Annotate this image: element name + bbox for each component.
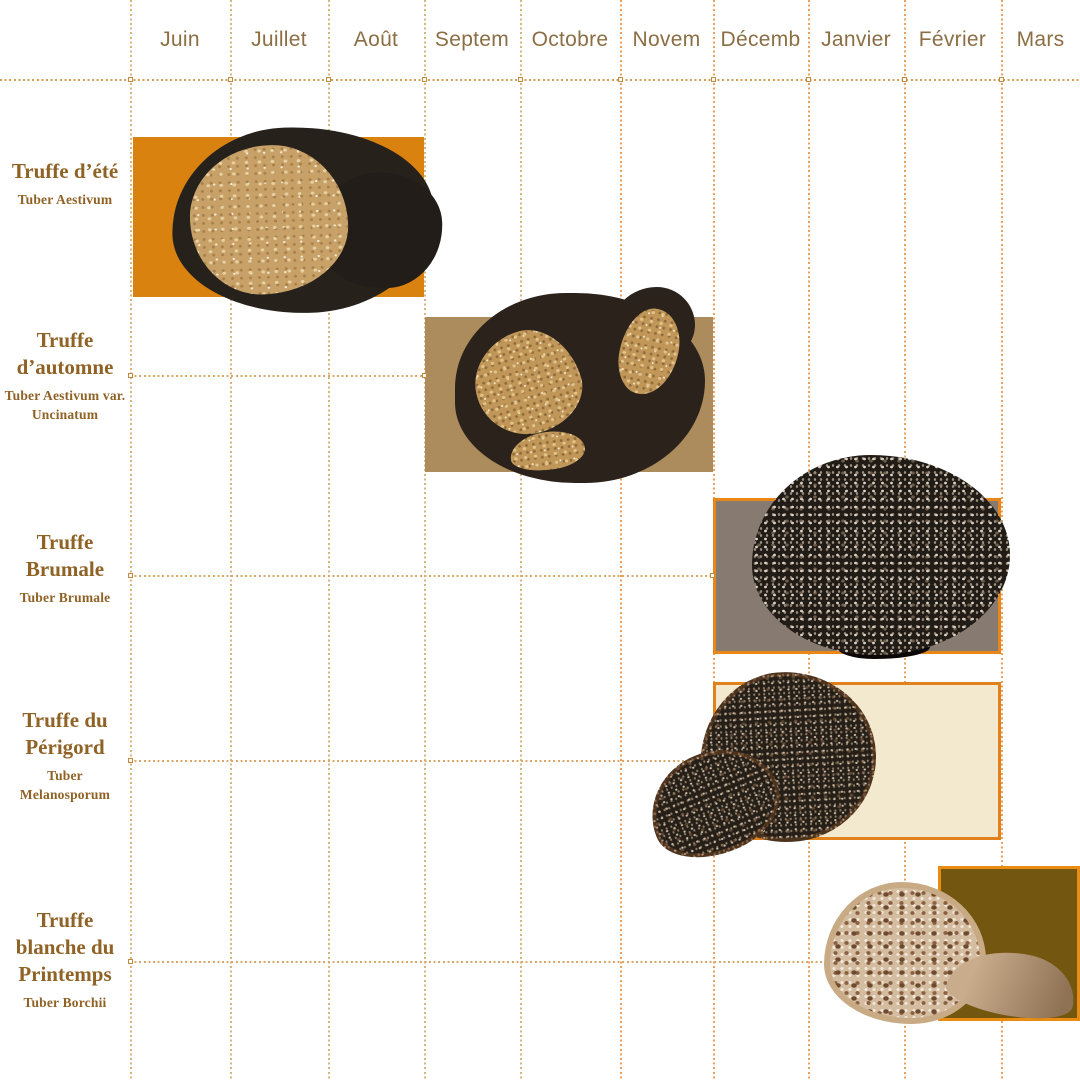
truffle-image-brumale (752, 455, 1010, 659)
grid-node-marker (806, 77, 811, 82)
grid-node-marker (518, 77, 523, 82)
grid-vline (520, 0, 522, 1080)
truffle-cut-face (752, 455, 1010, 655)
grid-vline (328, 0, 330, 1080)
grid-node-marker (902, 77, 907, 82)
grid-node-marker (422, 77, 427, 82)
month-label-5: Novem (632, 27, 701, 51)
truffle-name: Truffe du Périgord (22, 708, 108, 759)
row-label-3: Truffe du Périgord Tuber Melanosporum (1, 707, 129, 804)
truffle-cut-face (824, 882, 986, 1024)
leader-end-marker (128, 758, 133, 763)
truffle-name: Truffe Brumale (25, 530, 105, 581)
truffle-species: Tuber Melanosporum (19, 768, 111, 802)
grid-node-marker (999, 77, 1004, 82)
month-label-3: Septem (434, 27, 510, 51)
month-label-2: Août (353, 27, 399, 51)
truffle-image-summer (168, 122, 438, 318)
truffle-name: Truffe blanche du Printemps (15, 908, 115, 986)
row-label-1: Truffe d’automne Tuber Aestivum var. Unci… (1, 327, 129, 424)
truffle-image-autumn (455, 287, 705, 483)
grid-vline (130, 0, 132, 1080)
truffle-species: Tuber Aestivum var. Uncinatum (4, 388, 126, 422)
month-label-9: Mars (1016, 27, 1065, 51)
leader-line (130, 961, 938, 963)
leader-end-marker (128, 573, 133, 578)
truffle-image-borchii (824, 882, 986, 1024)
grid-node-marker (128, 77, 133, 82)
row-label-2: Truffe Brumale Tuber Brumale (1, 529, 129, 607)
leader-line (130, 375, 424, 377)
grid-node-marker (228, 77, 233, 82)
truffle-species: Tuber Aestivum (17, 192, 113, 207)
truffle-name: Truffe d’été (11, 159, 119, 183)
grid-node-marker (711, 77, 716, 82)
leader-end-marker (128, 959, 133, 964)
month-label-1: Juillet (251, 27, 307, 51)
month-label-8: Février (918, 27, 987, 51)
leader-line (130, 575, 712, 577)
truffle-species: Tuber Borchii (23, 995, 107, 1010)
grid-node-marker (618, 77, 623, 82)
row-label-0: Truffe d’été Tuber Aestivum (1, 158, 129, 209)
leader-end-marker (710, 573, 715, 578)
header-separator-line (0, 79, 1080, 81)
month-label-0: Juin (160, 27, 200, 51)
row-label-4: Truffe blanche du Printemps Tuber Borchii (1, 907, 129, 1012)
month-label-7: Janvier (821, 27, 891, 51)
leader-line (130, 760, 712, 762)
grid-vline (424, 0, 426, 1080)
grid-vline (620, 0, 622, 1080)
truffle-name: Truffe d’automne (16, 328, 114, 379)
leader-end-marker (128, 373, 133, 378)
grid-node-marker (326, 77, 331, 82)
month-label-4: Octobre (531, 27, 609, 51)
leader-end-marker (422, 373, 427, 378)
grid-vline (230, 0, 232, 1080)
month-label-6: Décemb (720, 27, 801, 51)
truffle-species: Tuber Brumale (19, 590, 111, 605)
